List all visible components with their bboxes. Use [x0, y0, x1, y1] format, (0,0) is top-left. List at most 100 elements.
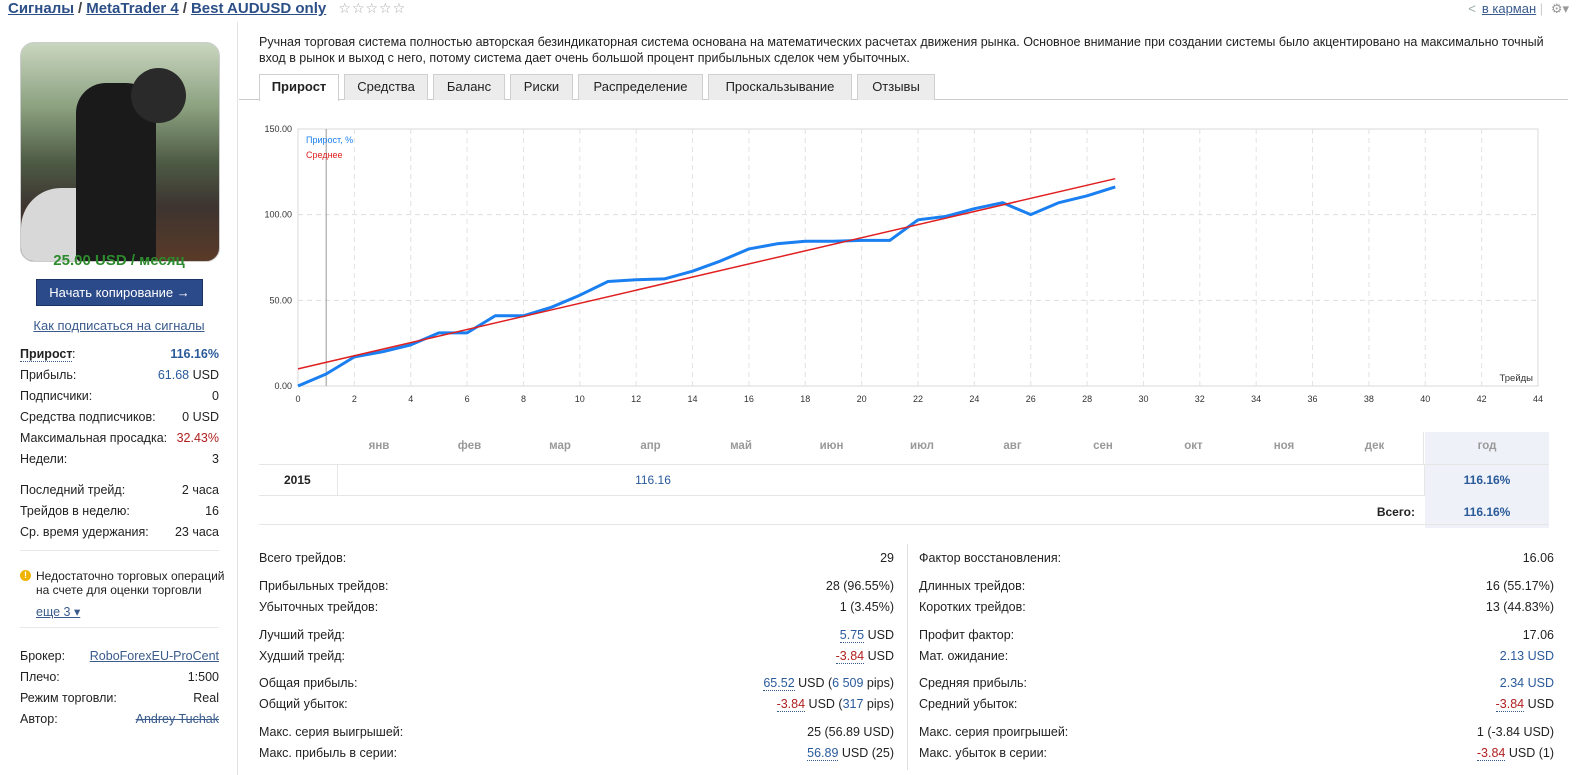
- year-header: год: [1477, 440, 1497, 452]
- gear-icon[interactable]: ⚙▾: [1550, 1, 1569, 16]
- stat-row: Профит фактор: 17.06: [919, 628, 1554, 646]
- tab-balance[interactable]: Баланс: [433, 74, 505, 100]
- stat-row: Длинных трейдов: 16 (55.17%): [919, 579, 1554, 597]
- stat-row: Коротких трейдов: 13 (44.83%): [919, 600, 1554, 618]
- breadcrumb-platform-link[interactable]: MetaTrader 4: [86, 0, 179, 17]
- stat-row: Лучший трейд: 5.75 USD: [259, 628, 894, 646]
- more-link[interactable]: еще 3 ▾: [36, 605, 81, 619]
- rating-stars[interactable]: ☆☆☆☆☆: [338, 0, 407, 16]
- month-header: окт: [1184, 440, 1203, 452]
- x-tick-label: 38: [1364, 394, 1374, 404]
- month-header: фев: [457, 440, 482, 452]
- april-value: 116.16: [635, 473, 671, 487]
- stat-value: 1 (-3.84 USD): [1476, 725, 1554, 739]
- weeks-row: Недели: 3: [20, 452, 219, 466]
- breadcrumb-signals-link[interactable]: Сигналы: [8, 0, 75, 17]
- y-tick-label: 0.00: [274, 381, 292, 391]
- leverage-row: Плечо: 1:500: [20, 670, 219, 684]
- drawdown-row: Максимальная просадка: 32.43%: [20, 431, 219, 445]
- author-row: Автор: Andrey Tuchak: [20, 712, 219, 726]
- month-header: сен: [1093, 440, 1113, 452]
- stat-value: -3.84 USD: [1495, 697, 1554, 712]
- total-label: Всего:: [1376, 505, 1415, 519]
- x-tick-label: 24: [969, 394, 979, 404]
- stat-value: 56.89 USD (25): [807, 746, 894, 761]
- tab-slippage[interactable]: Проскальзывание: [708, 74, 852, 100]
- stat-label: Макс. убыток в серии:: [919, 746, 1048, 760]
- pocket-link[interactable]: в карман: [1481, 1, 1537, 16]
- stat-row: Всего трейдов: 29: [259, 551, 894, 569]
- tab-distribution[interactable]: Распределение: [578, 74, 703, 100]
- stat-label: Средний убыток:: [919, 697, 1018, 711]
- stat-label: Макс. серия проигрышей:: [919, 725, 1069, 739]
- stat-value: 2.34 USD: [1499, 676, 1554, 690]
- stat-label: Средняя прибыль:: [919, 676, 1027, 690]
- x-tick-label: 42: [1477, 394, 1487, 404]
- legend-entry: Прирост, %: [306, 135, 353, 145]
- x-tick-label: 8: [521, 394, 526, 404]
- stat-value: 5.75 USD: [839, 628, 894, 643]
- x-tick-label: 2: [352, 394, 357, 404]
- stat-row: Общий убыток: -3.84 USD (317 pips): [259, 697, 894, 715]
- stat-value: 16.06: [1522, 551, 1554, 565]
- stat-row: Макс. серия проигрышей: 1 (-3.84 USD): [919, 725, 1554, 743]
- x-tick-label: 12: [631, 394, 641, 404]
- growth-value: 116.16%: [170, 347, 219, 361]
- growth-row: Прирост: 116.16%: [20, 347, 219, 362]
- growth-series-line: [297, 185, 1116, 388]
- broker-link[interactable]: RoboForexEU-ProCent: [89, 649, 219, 663]
- month-header: май: [730, 440, 752, 452]
- monthly-header-row: янв фев мар апр май июн июл авг сен окт ноя дек год: [259, 432, 1549, 464]
- stat-row: Худший трейд: -3.84 USD: [259, 649, 894, 667]
- year-label: 2015: [284, 473, 311, 487]
- x-tick-label: 40: [1420, 394, 1430, 404]
- growth-chart: 0.00 50.00 100.00 150.00 0 2 4 6 8 10 12 14 16 18 20 22…: [259, 104, 1569, 404]
- warning-icon: !: [20, 570, 31, 581]
- signal-sidebar: 25.00 USD / месяц Начать копирование → К…: [0, 22, 238, 775]
- tab-reviews[interactable]: Отзывы: [857, 74, 935, 100]
- month-header: апр: [640, 440, 661, 452]
- breadcrumb-signal-link[interactable]: Best AUDUSD only: [190, 0, 327, 17]
- author-link[interactable]: Andrey Tuchak: [135, 712, 219, 726]
- x-tick-label: 4: [408, 394, 413, 404]
- month-header: авг: [1003, 440, 1022, 452]
- stat-row: Средний убыток: -3.84 USD: [919, 697, 1554, 715]
- x-tick-label: 6: [465, 394, 470, 404]
- hold-time-row: Ср. время удержания: 23 часа: [20, 525, 219, 539]
- stat-label: Убыточных трейдов:: [259, 600, 379, 614]
- stat-row: Фактор восстановления: 16.06: [919, 551, 1554, 569]
- x-tick-label: 44: [1533, 394, 1543, 404]
- tab-growth[interactable]: Прирост: [259, 74, 339, 101]
- x-axis-label: Трейды: [1499, 373, 1533, 384]
- stat-row: Убыточных трейдов: 1 (3.45%): [259, 600, 894, 618]
- tab-risks[interactable]: Риски: [510, 74, 573, 100]
- stat-value: 16 (55.17%): [1485, 579, 1554, 593]
- how-to-subscribe-link[interactable]: Как подписаться на сигналы: [33, 318, 205, 333]
- stat-value: 13 (44.83%): [1485, 600, 1554, 614]
- tab-bar: Прирост Средства Баланс Риски Распределе…: [239, 74, 1568, 101]
- stat-row: Мат. ожидание: 2.13 USD: [919, 649, 1554, 667]
- stat-label: Фактор восстановления:: [919, 551, 1062, 565]
- x-tick-label: 18: [800, 394, 810, 404]
- stat-value: -3.84 USD: [835, 649, 894, 664]
- stat-row: Макс. серия выигрышей: 25 (56.89 USD): [259, 725, 894, 743]
- stat-row: Средняя прибыль: 2.34 USD: [919, 676, 1554, 694]
- tab-equity[interactable]: Средства: [344, 74, 428, 100]
- x-tick-label: 36: [1308, 394, 1318, 404]
- stat-label: Худший трейд:: [259, 649, 346, 663]
- stat-label: Макс. прибыль в серии:: [259, 746, 398, 760]
- x-tick-label: 28: [1082, 394, 1092, 404]
- x-tick-label: 34: [1251, 394, 1261, 404]
- stat-value: 29: [880, 551, 894, 565]
- stat-value: 1 (3.45%): [839, 600, 894, 614]
- month-header: ноя: [1273, 440, 1295, 452]
- stat-label: Общий убыток:: [259, 697, 348, 711]
- stat-label: Прибыльных трейдов:: [259, 579, 389, 593]
- breadcrumb: Сигналы / MetaTrader 4/Best AUDUSD only ☆☆…: [8, 0, 407, 17]
- start-copying-button[interactable]: Начать копирование →: [36, 279, 203, 306]
- stat-value: 2.13 USD: [1499, 649, 1554, 663]
- share-icon[interactable]: <: [1468, 1, 1476, 16]
- monthly-row-2015: 2015 116.16 116.16%: [259, 464, 1549, 496]
- year-total: 116.16%: [1463, 473, 1511, 487]
